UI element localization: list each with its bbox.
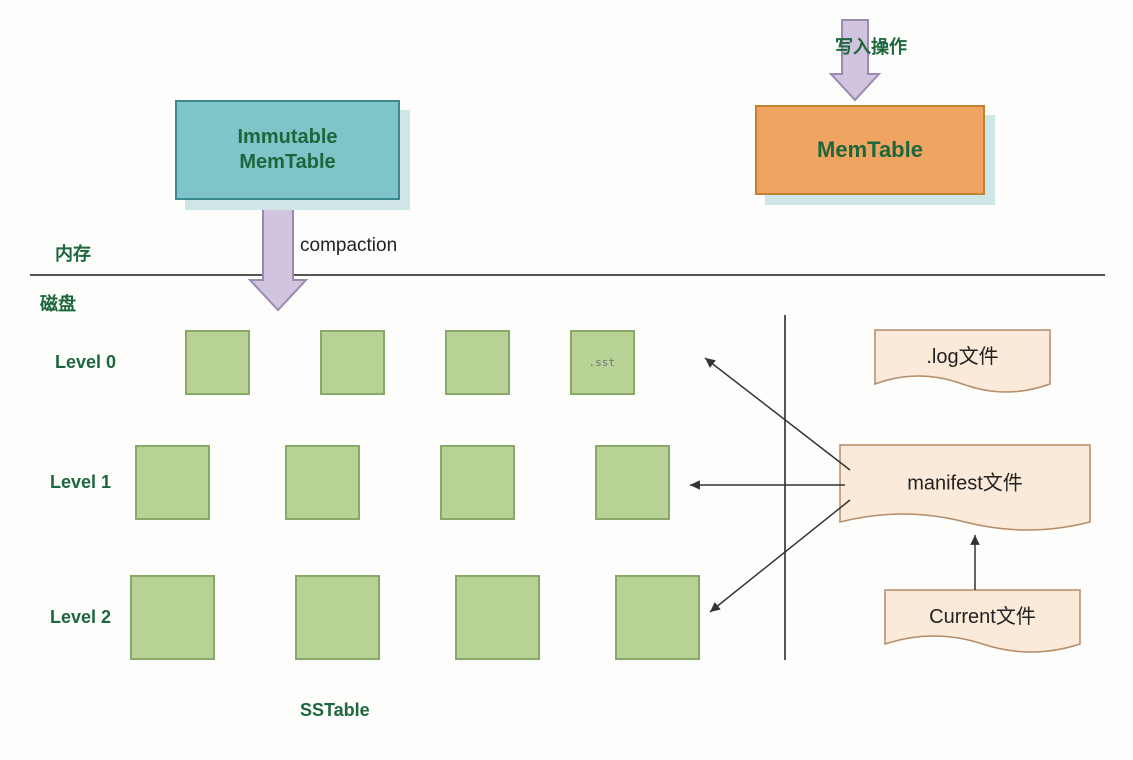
sst-box-l1-0: [135, 445, 210, 520]
pointer-arrow-0-head: [705, 358, 716, 368]
pointer-arrow-0: [705, 358, 850, 470]
sst-box-l2-0: [130, 575, 215, 660]
current-file-box-label: Current文件: [929, 605, 1036, 628]
memory-label: 内存: [55, 240, 91, 266]
write-op-label: 写入操作: [835, 33, 907, 59]
sst-ext-label: .sst: [589, 356, 616, 369]
sst-box-l2-3: [615, 575, 700, 660]
level-0-label: Level 0: [55, 352, 116, 373]
sst-box-l1-1: [285, 445, 360, 520]
write-arrow-icon: [831, 20, 879, 100]
pointer-arrow-2-head: [710, 602, 721, 612]
pointer-arrow-3-head: [970, 535, 980, 545]
log-file-box: [875, 330, 1050, 392]
memtable-box: MemTable: [755, 105, 985, 195]
sst-box-l1-2: [440, 445, 515, 520]
pointer-arrow-2: [710, 500, 850, 612]
current-file-box: [885, 590, 1080, 652]
compaction-arrow-icon: [250, 200, 306, 310]
sst-box-l2-2: [455, 575, 540, 660]
manifest-file-box: [840, 445, 1090, 530]
compaction-label: compaction: [300, 235, 397, 257]
sst-box-l1-3: [595, 445, 670, 520]
log-file-box-label: .log文件: [926, 345, 998, 368]
sst-box-l2-1: [295, 575, 380, 660]
sstable-label: SSTable: [300, 700, 370, 721]
sst-box-l0-1: [320, 330, 385, 395]
immutable-memtable-box: ImmutableMemTable: [175, 100, 400, 200]
disk-label: 磁盘: [40, 290, 76, 316]
pointer-arrow-1-head: [690, 480, 700, 490]
manifest-file-box-label: manifest文件: [907, 472, 1023, 495]
level-1-label: Level 1: [50, 472, 111, 493]
sst-box-l0-2: [445, 330, 510, 395]
sst-box-l0-0: [185, 330, 250, 395]
level-2-label: Level 2: [50, 607, 111, 628]
